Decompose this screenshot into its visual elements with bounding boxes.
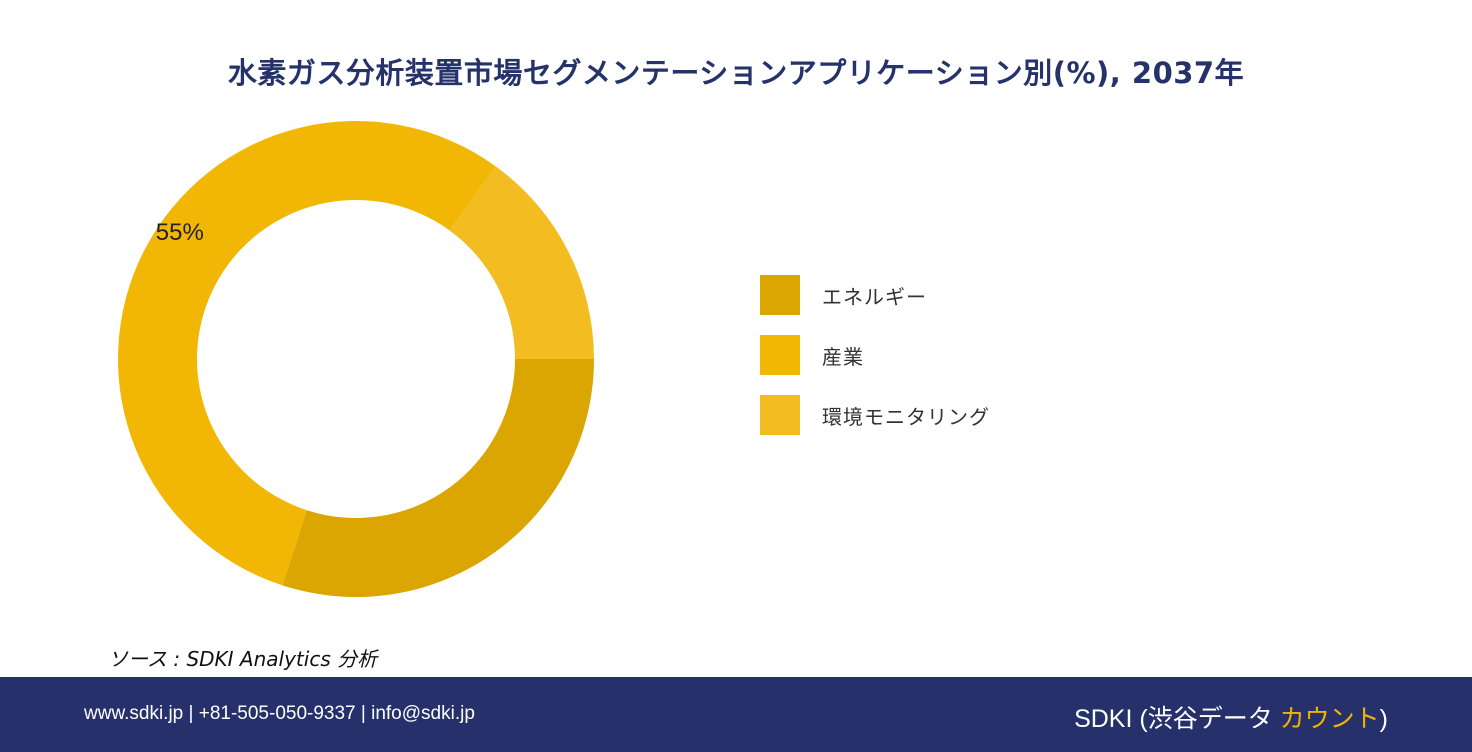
- legend-swatch-energy: [760, 275, 800, 315]
- slice-environment: [449, 166, 594, 359]
- slice-industry: [118, 121, 496, 586]
- slice-energy: [282, 359, 594, 597]
- legend: エネルギー 産業 環境モニタリング: [760, 275, 990, 455]
- footer-bar: www.sdki.jp | +81-505-050-9337 | info@sd…: [0, 677, 1472, 752]
- footer-brand: SDKI (渋谷データ カウント): [1074, 699, 1388, 735]
- source-note: ソース : SDKI Analytics 分析: [108, 647, 378, 671]
- legend-item-energy: エネルギー: [760, 275, 990, 315]
- legend-swatch-environment: [760, 395, 800, 435]
- data-label-industry: 55%: [156, 219, 204, 246]
- brand-suffix: ): [1379, 705, 1388, 733]
- legend-label-industry: 産業: [822, 344, 864, 369]
- footer-contact[interactable]: www.sdki.jp | +81-505-050-9337 | info@sd…: [84, 703, 475, 724]
- brand-accent: カウント: [1279, 705, 1380, 733]
- legend-label-energy: エネルギー: [822, 284, 927, 309]
- legend-label-environment: 環境モニタリング: [822, 404, 990, 429]
- chart-title: 水素ガス分析装置市場セグメンテーションアプリケーション別(%), 2037年: [227, 56, 1245, 90]
- legend-swatch-industry: [760, 335, 800, 375]
- brand-prefix: SDKI (渋谷データ: [1074, 705, 1280, 733]
- legend-item-industry: 産業: [760, 335, 990, 375]
- legend-item-environment: 環境モニタリング: [760, 395, 990, 435]
